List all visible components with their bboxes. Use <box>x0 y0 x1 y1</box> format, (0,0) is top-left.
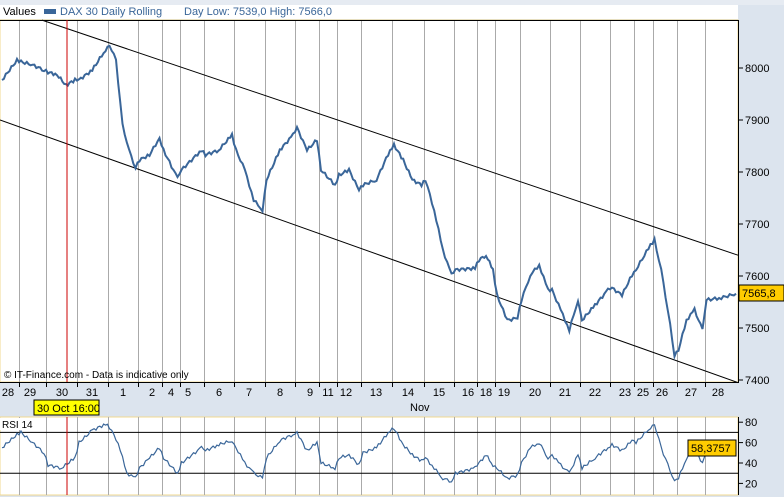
x-tick-label: 22 <box>589 387 601 399</box>
x-tick-label: 4 <box>168 387 174 399</box>
upper-trend-line <box>41 19 739 256</box>
rsi-marker-text: 58,3757 <box>691 443 731 455</box>
legend-series-name: DAX 30 Daily Rolling <box>60 6 162 18</box>
rsi-y-tick-label: 20 <box>745 478 757 490</box>
x-tick-label: 5 <box>185 387 191 399</box>
legend-bar <box>0 5 738 19</box>
x-tick-label: 18 <box>480 387 492 399</box>
copyright-note: © IT-Finance.com - Data is indicative on… <box>4 370 189 381</box>
legend-swatch <box>44 9 56 14</box>
day-range: Day Low: 7539,0 High: 7566,0 <box>184 6 332 18</box>
price-marker <box>738 284 784 302</box>
x-tick-label: 14 <box>402 387 414 399</box>
rsi-label-bg <box>0 418 34 430</box>
rsi-plot-area[interactable] <box>0 416 739 496</box>
y-tick-label: 7500 <box>745 323 769 335</box>
x-tick-label: 27 <box>685 387 697 399</box>
x-tick-label: 30 <box>56 387 68 399</box>
y-tick-label: 8000 <box>745 63 769 75</box>
x-tick-label: 19 <box>498 387 510 399</box>
x-tick-label: 12 <box>340 387 352 399</box>
date-tooltip-text: 30 Oct 16:00 <box>37 403 100 415</box>
x-tick-label: 7 <box>246 387 252 399</box>
x-tick-label: 13 <box>370 387 382 399</box>
month-label: Nov <box>410 402 430 414</box>
date-tooltip <box>33 399 100 416</box>
rsi-y-tick-label: 80 <box>745 417 757 429</box>
rsi-marker <box>687 439 737 457</box>
price-line <box>1 44 737 361</box>
price-plot-area[interactable] <box>0 19 739 383</box>
x-tick-label: 8 <box>277 387 283 399</box>
y-tick-label: 7400 <box>745 375 769 387</box>
values-label: Values <box>3 6 36 18</box>
y-tick-label: 7600 <box>745 271 769 283</box>
x-tick-label: 28 <box>2 387 14 399</box>
x-tick-label: 25 <box>637 387 649 399</box>
lower-trend-line <box>0 119 739 384</box>
x-tick-label: 21 <box>559 387 571 399</box>
x-tick-label: 20 <box>529 387 541 399</box>
rsi-line <box>1 423 737 483</box>
x-tick-label: 28 <box>712 387 724 399</box>
y-tick-label: 7800 <box>745 167 769 179</box>
y-tick-label: 7900 <box>745 115 769 127</box>
top-strip <box>0 0 784 5</box>
x-tick-label: 29 <box>24 387 36 399</box>
rsi-y-tick-label: 40 <box>745 458 757 470</box>
x-tick-label: 26 <box>656 387 668 399</box>
x-tick-label: 15 <box>433 387 445 399</box>
x-tick-label: 11 <box>322 387 333 399</box>
x-tick-label: 16 <box>462 387 474 399</box>
x-tick-label: 1 <box>120 387 126 399</box>
rsi-label: RSI 14 <box>2 420 33 431</box>
x-tick-label: 23 <box>619 387 631 399</box>
y-tick-label: 7700 <box>745 219 769 231</box>
x-tick-label: 9 <box>307 387 313 399</box>
rsi-y-tick-label: 60 <box>745 438 757 450</box>
x-tick-label: 2 <box>149 387 155 399</box>
x-tick-label: 6 <box>216 387 222 399</box>
x-tick-label: 31 <box>86 387 98 399</box>
price-marker-text: 7565,8 <box>742 288 776 300</box>
